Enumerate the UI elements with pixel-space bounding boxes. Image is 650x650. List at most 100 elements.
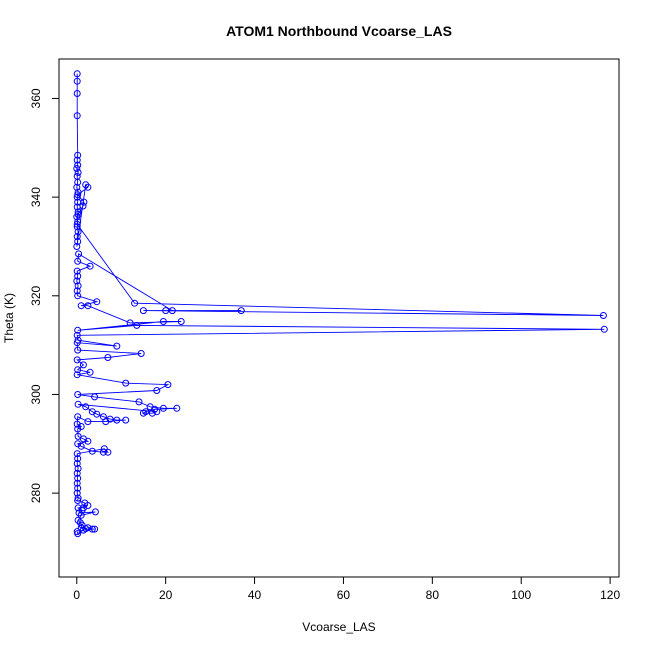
data-point: [86, 368, 94, 376]
data-point: [74, 465, 82, 472]
data-point: [73, 156, 81, 164]
series-line: [76, 73, 605, 535]
data-point: [113, 416, 121, 424]
data-point: [74, 257, 82, 265]
data-point: [74, 282, 82, 290]
data-point: [102, 418, 110, 426]
data-point: [73, 267, 81, 275]
x-tick-label: 40: [248, 588, 262, 602]
data-point: [84, 418, 92, 426]
x-tick-label: 20: [159, 588, 173, 602]
data-point: [74, 208, 82, 216]
data-point: [74, 326, 82, 334]
data-point: [73, 331, 81, 339]
data-point: [599, 312, 607, 319]
data-point: [159, 404, 167, 412]
data-point: [74, 169, 82, 176]
data-point: [113, 342, 121, 350]
data-point: [74, 272, 82, 280]
data-point: [79, 361, 87, 369]
data-point: [153, 387, 161, 394]
x-tick-label: 0: [73, 588, 80, 602]
data-point: [74, 151, 82, 159]
data-point: [75, 250, 83, 258]
data-point: [74, 161, 82, 169]
data-point: [73, 371, 81, 379]
data-point: [164, 381, 172, 389]
data-point: [177, 318, 185, 325]
data-point: [600, 325, 608, 333]
data-point: [104, 354, 112, 361]
x-axis: 0 20 40 60 80 100 120: [73, 577, 620, 602]
data-point: [77, 524, 85, 532]
data-point: [73, 450, 81, 458]
data-point: [74, 425, 82, 433]
data-point: [74, 346, 82, 354]
data-point: [79, 526, 87, 534]
data-point: [91, 393, 99, 401]
data-point: [74, 474, 82, 482]
data-point: [74, 455, 82, 463]
data-point: [80, 198, 88, 206]
data-point: [73, 90, 81, 97]
data-point: [73, 528, 81, 536]
data-point: [74, 391, 82, 398]
data-point: [153, 408, 161, 416]
data-point: [91, 508, 99, 516]
data-point: [74, 516, 82, 524]
data-point: [99, 448, 107, 456]
data-point: [151, 405, 159, 413]
data-point: [73, 220, 81, 228]
data-point: [159, 318, 167, 325]
data-point: [73, 460, 81, 467]
data-point: [73, 277, 81, 285]
data-point: [122, 416, 130, 424]
data-point: [74, 188, 82, 196]
data-point: [74, 413, 82, 421]
data-point: [74, 178, 82, 186]
data-point: [73, 112, 81, 120]
data-point: [74, 191, 82, 199]
data-point: [73, 183, 81, 191]
plot-frame: [58, 58, 620, 578]
data-point: [74, 238, 82, 245]
data-point: [73, 70, 81, 78]
data-point: [73, 469, 81, 477]
data-point: [84, 183, 92, 191]
data-point: [86, 262, 94, 270]
data-point: [73, 77, 81, 85]
data-point: [77, 442, 85, 450]
chart-title: ATOM1 Northbound Vcoarse_LAS: [226, 23, 452, 39]
data-point: [74, 292, 82, 300]
data-point: [73, 489, 81, 497]
y-axis-label: Theta (K): [2, 293, 16, 343]
data-point: [88, 525, 96, 533]
data-point: [88, 447, 96, 455]
y-axis: 280 300 320 340 360: [29, 88, 59, 503]
data-point: [73, 233, 81, 241]
x-axis-label: Vcoarse_LAS: [302, 620, 375, 634]
data-point: [131, 299, 139, 307]
data-point: [137, 350, 145, 357]
y-tick-label: 300: [29, 384, 43, 404]
data-point: [126, 319, 134, 327]
y-tick-label: 340: [29, 187, 43, 207]
data-point: [73, 243, 81, 250]
data-point: [73, 287, 81, 295]
data-point: [139, 409, 147, 417]
x-tick-label: 60: [337, 588, 351, 602]
data-point: [74, 400, 82, 408]
data-point: [74, 484, 82, 492]
data-point: [73, 165, 81, 172]
data-point: [75, 509, 83, 517]
data-point: [100, 445, 108, 453]
data-point: [93, 298, 101, 306]
data-point: [84, 437, 92, 445]
data-point: [73, 479, 81, 487]
data-point: [77, 511, 85, 519]
data-point: [77, 302, 85, 310]
x-tick-label: 80: [426, 588, 440, 602]
data-point: [173, 404, 181, 412]
data-point: [162, 307, 170, 315]
